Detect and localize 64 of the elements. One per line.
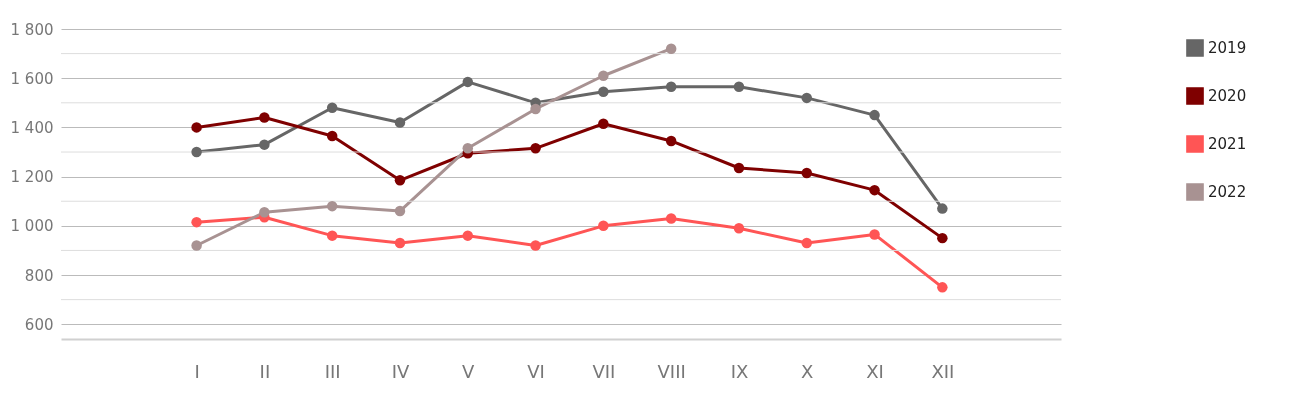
point [259, 207, 270, 218]
x-tick-label: VIII [657, 360, 686, 382]
point [937, 232, 948, 244]
point [530, 143, 541, 154]
point [259, 139, 270, 150]
x-tick-label: V [462, 360, 476, 382]
point [869, 109, 880, 121]
point [801, 92, 813, 104]
y-tick-label: 1 400 [10, 118, 54, 137]
point [191, 240, 202, 251]
x-tick-label: II [259, 360, 271, 382]
point [733, 223, 745, 234]
point [326, 230, 338, 241]
x-tick-label: VII [592, 360, 616, 382]
y-tick-label: 1 600 [10, 69, 54, 88]
point [259, 112, 270, 123]
point [394, 117, 406, 128]
y-tick-label: 1 000 [10, 217, 54, 236]
point [801, 167, 813, 179]
point [191, 146, 202, 158]
point [598, 70, 609, 81]
y-tick-label: 1 200 [10, 168, 54, 187]
x-tick-label: IX [730, 360, 749, 382]
x-tick-label: III [324, 360, 341, 382]
legend-label: 2019 [1208, 39, 1247, 57]
legend-label: 2020 [1208, 87, 1247, 105]
y-tick-label: 800 [24, 266, 54, 285]
x-tick-label: XII [931, 360, 955, 382]
point [598, 220, 609, 232]
point [326, 102, 338, 113]
legend-label: 2021 [1208, 135, 1247, 153]
point [665, 81, 677, 93]
point [665, 213, 677, 224]
point [665, 43, 677, 54]
y-tick-label: 1 800 [10, 20, 54, 39]
x-tick-label: I [194, 360, 200, 382]
point [869, 229, 880, 240]
x-tick-label: X [801, 360, 814, 382]
point [665, 135, 677, 147]
point [462, 76, 474, 88]
point [394, 175, 406, 186]
y-tick-label: 600 [24, 315, 54, 334]
point [191, 122, 202, 133]
point [733, 162, 745, 174]
x-tick-label: VI [527, 360, 545, 382]
x-tick-label: IV [391, 360, 410, 382]
point [394, 237, 406, 249]
point [191, 216, 202, 228]
point [937, 282, 948, 293]
point [869, 184, 880, 196]
point [598, 118, 609, 129]
point [326, 130, 338, 142]
point [530, 240, 541, 251]
legend-label: 2022 [1208, 183, 1247, 201]
point [394, 205, 406, 217]
point [598, 86, 609, 97]
point [733, 81, 745, 93]
point [326, 200, 338, 212]
point [801, 237, 813, 249]
point [937, 203, 948, 214]
point [462, 230, 474, 241]
x-tick-label: XI [866, 360, 884, 382]
point [462, 143, 474, 154]
point [530, 103, 541, 115]
